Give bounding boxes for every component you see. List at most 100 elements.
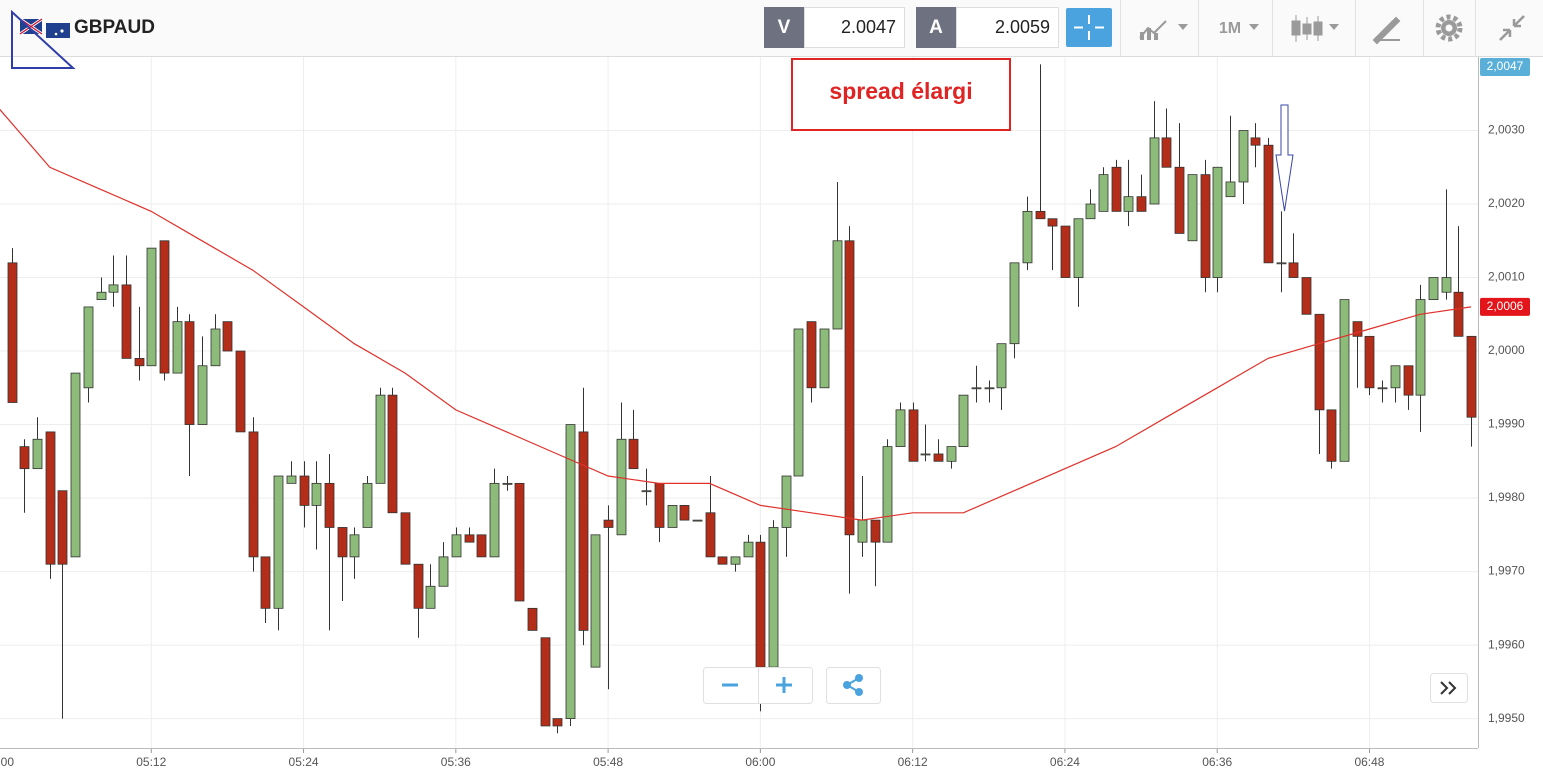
candle-body [1390,365,1401,389]
candle-body [590,534,601,668]
candle-body [438,556,449,587]
candle-body [603,519,614,528]
candle-body [1428,277,1439,300]
candle-body [1263,144,1274,264]
y-tick-label: 1,9980 [1488,490,1525,504]
annotation-box [791,58,1011,131]
x-tick-label: 05:24 [289,755,319,769]
candle-body [1301,277,1312,315]
candle-body [197,365,208,425]
buy-button[interactable] [916,7,956,48]
arrow-annotation [1275,104,1294,212]
candle-body [425,585,436,609]
candle-body [514,482,525,602]
chart-type-button[interactable] [1139,20,1188,40]
candle-body [400,512,411,565]
candle-body [1035,210,1046,220]
candle-body [70,372,81,558]
collapse-button[interactable] [1499,15,1525,41]
candle-body [1161,137,1172,168]
settings-button[interactable] [1435,14,1463,42]
y-tick-label: 1,9990 [1488,417,1525,431]
candle-body [1238,130,1249,183]
candle-body [870,519,881,543]
candle-body [705,512,716,558]
candle-body [311,482,322,506]
candle-body [616,438,627,536]
candle-body [96,291,107,300]
candle-body [1111,166,1122,212]
price-tag-label: 2,0006 [1487,299,1524,313]
candle-body [451,534,462,558]
candle-body [768,527,779,668]
timeframe[interactable]: 1M [1219,20,1241,37]
candle-body [387,394,398,514]
candle-body [819,328,830,389]
share-button[interactable] [826,667,881,704]
candle-body [324,482,335,528]
candle-body [1174,166,1185,234]
candle-body [679,505,690,521]
candle-body [654,482,665,528]
x-tick-label: 05:36 [441,755,471,769]
candle-body [971,387,982,390]
candle-body [1060,225,1071,278]
x-tick-label: 06:12 [898,755,928,769]
zoom-in-button[interactable] [776,677,792,693]
candle-body [958,394,969,448]
share-icon [843,674,863,696]
candle-body [717,556,728,565]
candle-body [184,321,195,425]
candle-body [1352,321,1363,337]
x-tick-label: 05:48 [593,755,623,769]
candle-body [464,534,475,543]
candle-body [121,284,132,359]
candle-body [1009,262,1020,345]
candle-body [1022,210,1033,264]
moving-average [0,108,1472,521]
candle-body [1187,174,1198,242]
sell-button[interactable] [764,7,804,48]
candle-body [641,490,652,493]
candle-body [1098,174,1109,212]
candle-body [134,357,145,367]
x-tick-label: 06:24 [1050,755,1080,769]
candle-body [1136,196,1147,212]
candle-body [260,556,271,609]
timeframe-caret [1249,24,1259,30]
x-tick-label: 06:36 [1202,755,1232,769]
candle-body [375,394,386,484]
sell-price: 2.0047 [841,17,896,37]
candle-body [1225,181,1236,198]
corner-annotation [11,9,76,69]
crosshair-button[interactable] [1066,8,1112,47]
plot-area: 1,9950 1,9960 1,9970 1,9980 1,9990 2,0000 2,00… [0,57,1530,769]
y-tick-label: 1,9970 [1488,564,1525,578]
candle-body [299,475,310,506]
candle-body [83,306,94,389]
candle-body [806,321,817,389]
price-tag [1480,58,1530,76]
candle-body [1149,137,1160,205]
y-tick-label: 2,0020 [1488,196,1525,210]
candle-body [1403,365,1414,396]
crosshair-icon [1074,15,1104,40]
candle-type-button[interactable] [1291,15,1339,42]
candle-body [1073,218,1084,278]
candle-body [1415,299,1426,396]
buy-label: A [929,17,943,38]
candle-body [1212,166,1223,278]
candle-body [996,343,1007,389]
candle-body [45,431,56,565]
candle-body [755,541,766,668]
candle-body [210,328,221,367]
candle-body [362,482,373,528]
y-tick-label: 2,0010 [1488,270,1525,284]
candle-body [172,321,183,374]
candle-body [578,431,589,631]
annotation-text: spread élargi [829,78,972,104]
x-tick-label: 06:00 [745,755,775,769]
scroll-right-button[interactable] [1430,673,1468,703]
draw-tool-button[interactable] [1372,16,1401,45]
